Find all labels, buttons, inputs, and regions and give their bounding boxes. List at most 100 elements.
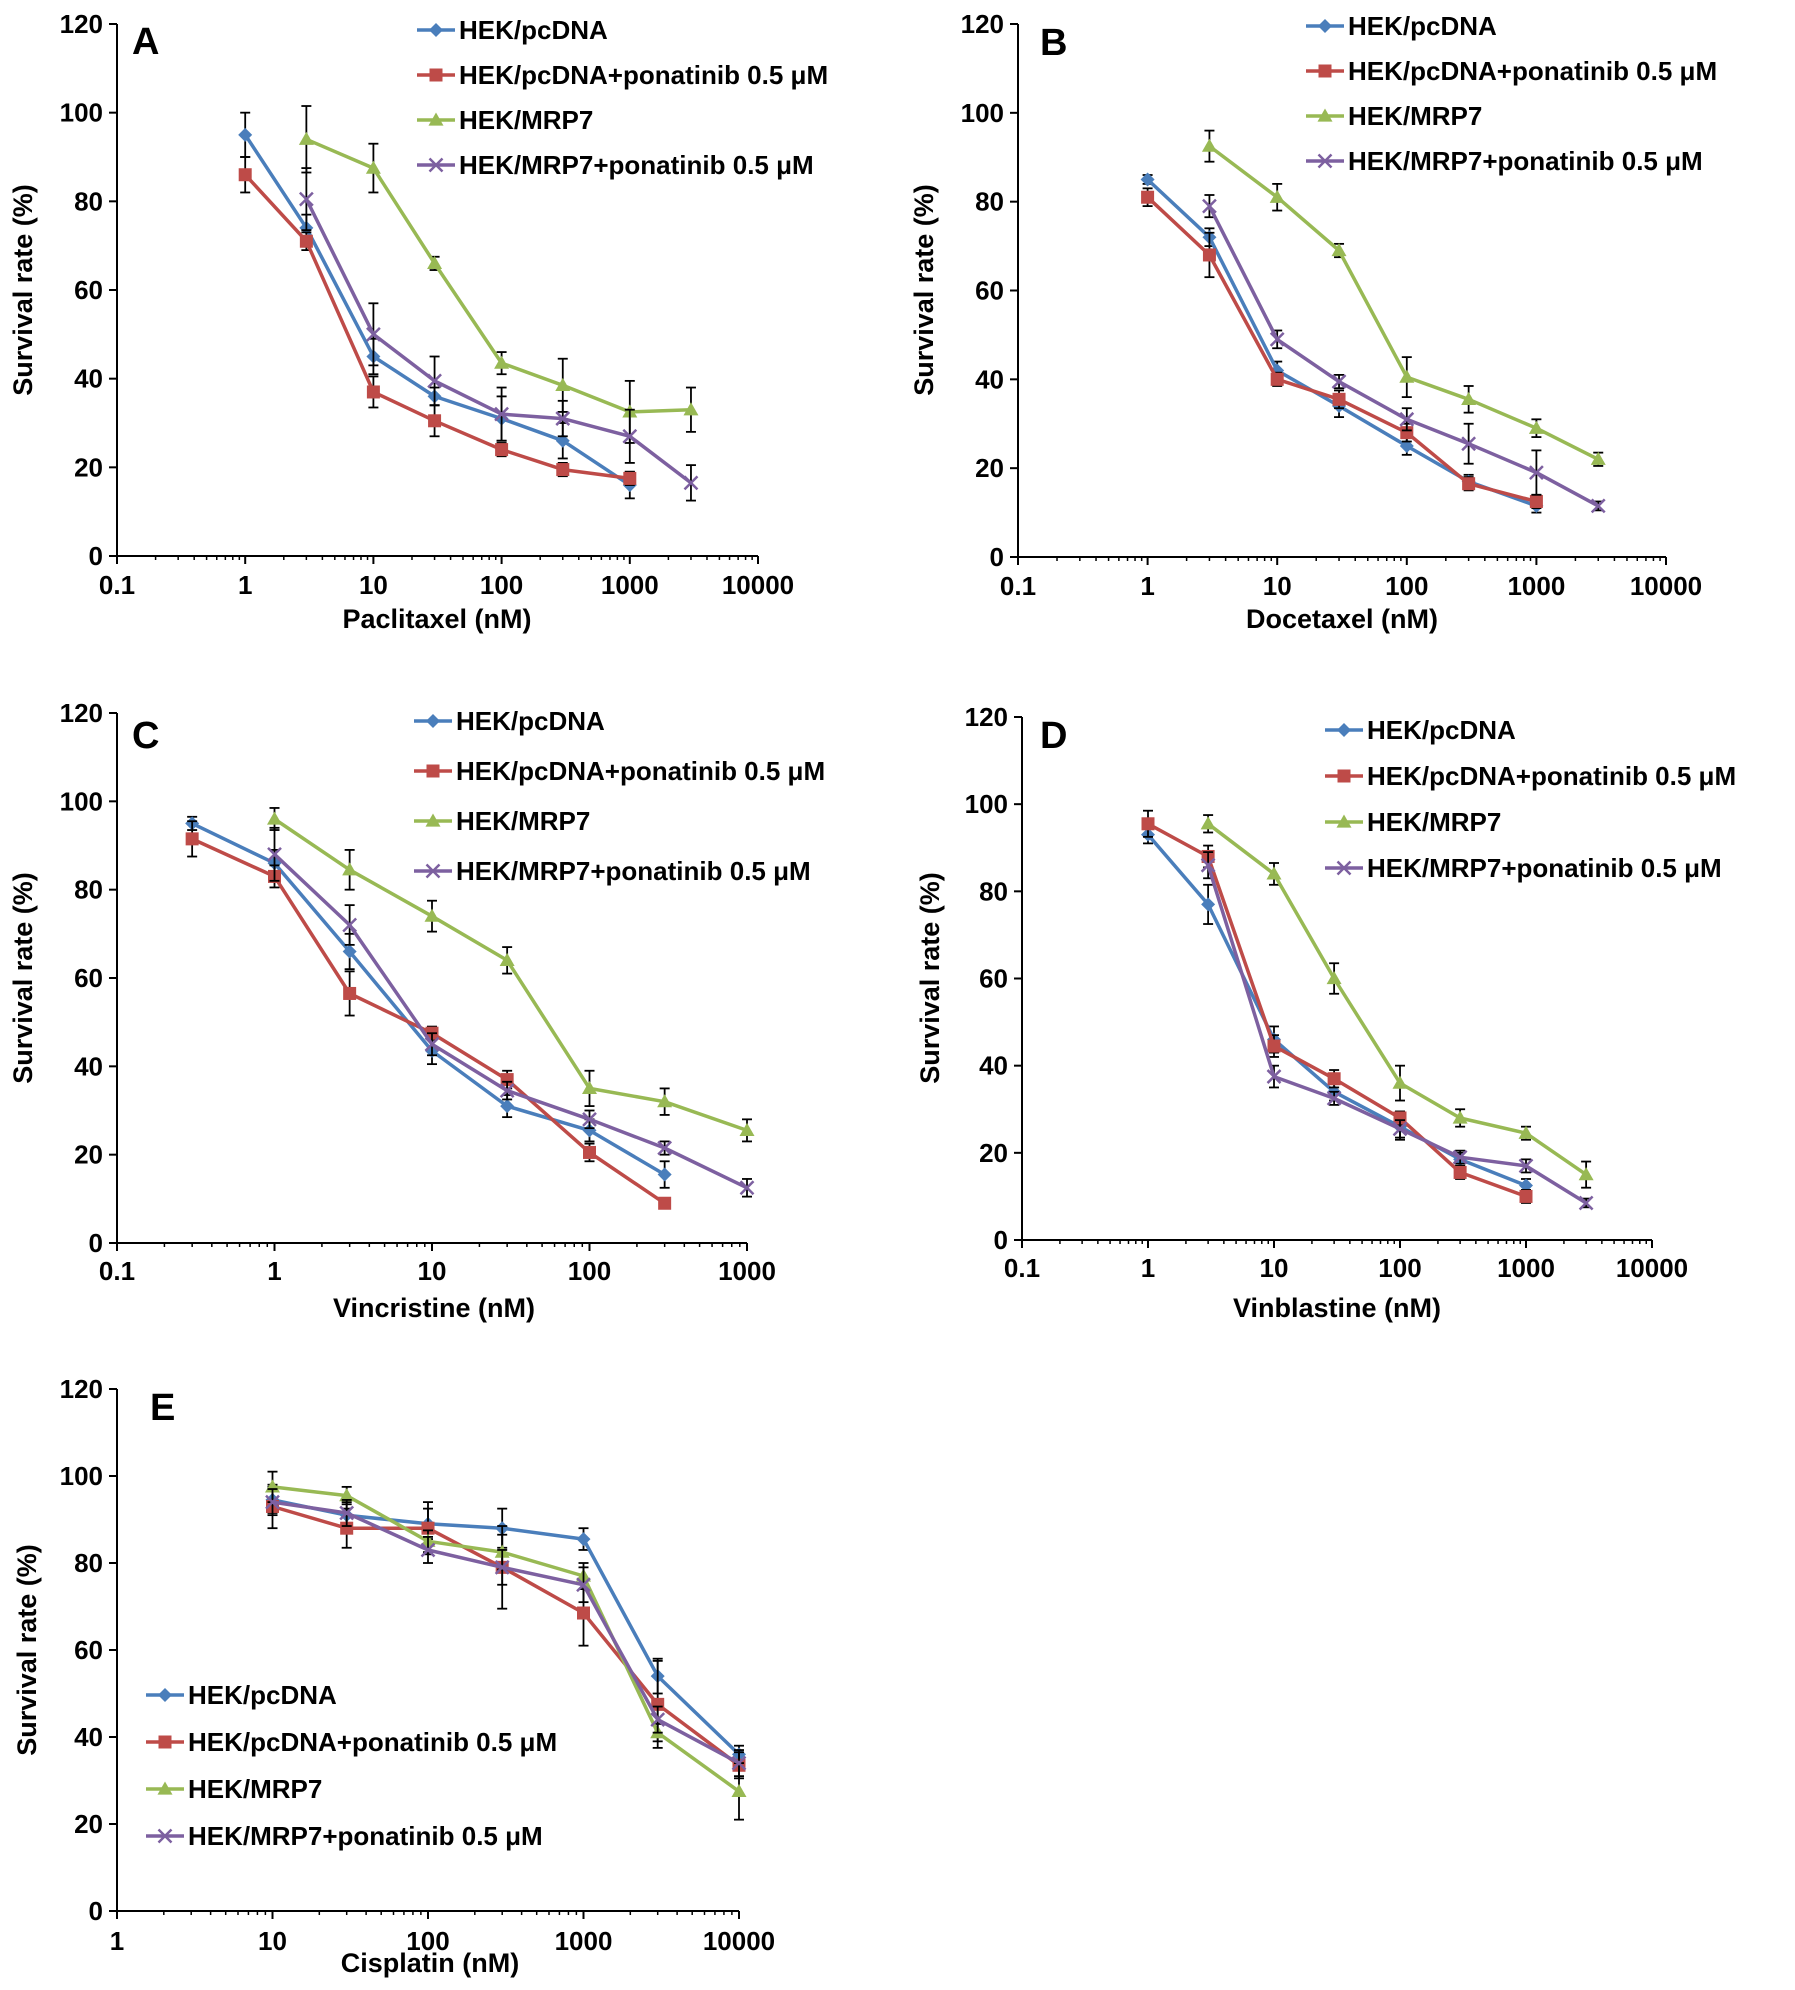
chart-panel-a: 0 20 40 60 80 100 120 0.1 1 10 100 1000 10000 Paclita… bbox=[8, 9, 828, 634]
legend: HEK/pcDNA HEK/pcDNA+ponatinib 0.5 μM HEK/M… bbox=[1306, 11, 1717, 176]
x-tick-label: 10 bbox=[359, 570, 388, 600]
x-axis-label: Paclitaxel (nM) bbox=[342, 604, 531, 634]
y-tick-label: 40 bbox=[979, 1051, 1008, 1081]
legend-marker bbox=[428, 157, 444, 173]
data-point bbox=[1578, 1195, 1594, 1211]
x-tick-label: 10 bbox=[418, 1256, 447, 1286]
series-2 bbox=[1201, 129, 1606, 467]
y-tick-label: 60 bbox=[979, 964, 1008, 994]
data-point bbox=[494, 355, 510, 369]
legend-label: HEK/pcDNA bbox=[1348, 11, 1497, 41]
x-axis-label: Vincristine (nM) bbox=[333, 1293, 535, 1323]
x-tick-label: 1000 bbox=[601, 570, 659, 600]
data-point bbox=[731, 1755, 747, 1771]
data-point bbox=[500, 1099, 515, 1114]
y-tick-label: 60 bbox=[74, 1635, 103, 1665]
y-tick-label: 120 bbox=[60, 1374, 103, 1404]
data-point bbox=[657, 1140, 673, 1156]
data-point bbox=[342, 862, 358, 876]
y-tick-label: 20 bbox=[979, 1138, 1008, 1168]
data-point bbox=[340, 1521, 354, 1535]
data-point bbox=[1200, 857, 1216, 873]
data-point bbox=[1332, 392, 1346, 406]
data-point bbox=[424, 908, 440, 922]
y-tick-label: 40 bbox=[74, 364, 103, 394]
legend: HEK/pcDNA HEK/pcDNA+ponatinib 0.5 μM HEK/M… bbox=[146, 1680, 557, 1851]
data-point bbox=[494, 1559, 510, 1575]
data-point bbox=[1400, 426, 1414, 440]
data-point bbox=[1141, 190, 1155, 204]
panel-letter: A bbox=[132, 21, 159, 63]
data-point bbox=[555, 377, 571, 391]
legend-marker bbox=[425, 813, 441, 827]
y-tick-label: 120 bbox=[961, 9, 1004, 39]
chart-panel-c: 0 20 40 60 80 100 120 0.1 1 10 100 1000 Vincristine … bbox=[8, 698, 825, 1323]
data-point bbox=[651, 1697, 665, 1711]
data-point bbox=[495, 443, 509, 457]
series-3 bbox=[265, 1488, 747, 1778]
data-point bbox=[1392, 1075, 1408, 1089]
data-point bbox=[1393, 1111, 1407, 1125]
data-point bbox=[576, 1577, 591, 1593]
data-point bbox=[1202, 248, 1216, 262]
data-point bbox=[1326, 971, 1342, 985]
legend-label: HEK/pcDNA+ponatinib 0.5 μM bbox=[456, 756, 825, 786]
legend-marker bbox=[157, 1828, 173, 1844]
y-tick-label: 20 bbox=[975, 453, 1004, 483]
legend-marker bbox=[1317, 108, 1333, 122]
x-tick-label: 1000 bbox=[718, 1256, 776, 1286]
y-axis-label: Survival rate (%) bbox=[12, 1544, 42, 1756]
data-point bbox=[739, 1122, 755, 1136]
y-tick-label: 120 bbox=[60, 9, 103, 39]
legend-label: HEK/pcDNA+ponatinib 0.5 μM bbox=[188, 1727, 557, 1757]
legend-label: HEK/MRP7 bbox=[456, 806, 590, 836]
data-point bbox=[683, 402, 699, 416]
series-3 bbox=[267, 826, 755, 1198]
panel-letter: C bbox=[132, 715, 159, 757]
data-point bbox=[499, 952, 515, 966]
data-point bbox=[499, 1083, 515, 1099]
y-tick-label: 100 bbox=[60, 1461, 103, 1491]
legend-marker bbox=[425, 863, 441, 879]
series-3 bbox=[1202, 194, 1606, 514]
legend-label: HEK/pcDNA+ponatinib 0.5 μM bbox=[1367, 761, 1736, 791]
y-tick-label: 40 bbox=[975, 364, 1004, 394]
y-tick-label: 80 bbox=[975, 187, 1004, 217]
x-tick-label: 10000 bbox=[722, 570, 794, 600]
data-point bbox=[1140, 172, 1155, 187]
x-tick-label: 1 bbox=[238, 570, 252, 600]
legend: HEK/pcDNA HEK/pcDNA+ponatinib 0.5 μM HEK/M… bbox=[1325, 715, 1736, 883]
data-point bbox=[1141, 817, 1155, 831]
data-point bbox=[1590, 451, 1606, 465]
data-point bbox=[1201, 138, 1217, 152]
x-tick-label: 10000 bbox=[703, 1926, 775, 1956]
data-point bbox=[555, 411, 571, 426]
data-point bbox=[623, 471, 637, 485]
y-tick-label: 20 bbox=[74, 1809, 103, 1839]
legend-marker bbox=[157, 1781, 173, 1795]
x-tick-label: 10000 bbox=[1616, 1253, 1688, 1283]
data-point bbox=[267, 846, 282, 862]
x-tick-label: 1 bbox=[267, 1256, 281, 1286]
data-point bbox=[582, 1080, 597, 1095]
legend-marker bbox=[428, 112, 444, 126]
legend-marker bbox=[1336, 860, 1352, 876]
legend-marker bbox=[158, 1735, 172, 1749]
x-tick-label: 1000 bbox=[1497, 1253, 1555, 1283]
data-point bbox=[1269, 331, 1285, 347]
data-point bbox=[1200, 816, 1216, 830]
x-tick-label: 1 bbox=[1141, 1253, 1155, 1283]
legend-label: HEK/pcDNA bbox=[456, 706, 605, 736]
data-point bbox=[1529, 465, 1544, 480]
y-tick-label: 40 bbox=[74, 1722, 103, 1752]
legend: HEK/pcDNA HEK/pcDNA+ponatinib 0.5 μM HEK/M… bbox=[414, 706, 825, 886]
data-point bbox=[555, 433, 570, 448]
legend-label: HEK/pcDNA bbox=[188, 1680, 337, 1710]
x-tick-label: 0.1 bbox=[99, 570, 135, 600]
series-2 bbox=[267, 807, 755, 1143]
y-tick-label: 0 bbox=[89, 1896, 103, 1926]
x-tick-label: 1 bbox=[1140, 571, 1154, 601]
legend-marker bbox=[426, 764, 440, 778]
legend-label: HEK/MRP7 bbox=[1348, 101, 1482, 131]
